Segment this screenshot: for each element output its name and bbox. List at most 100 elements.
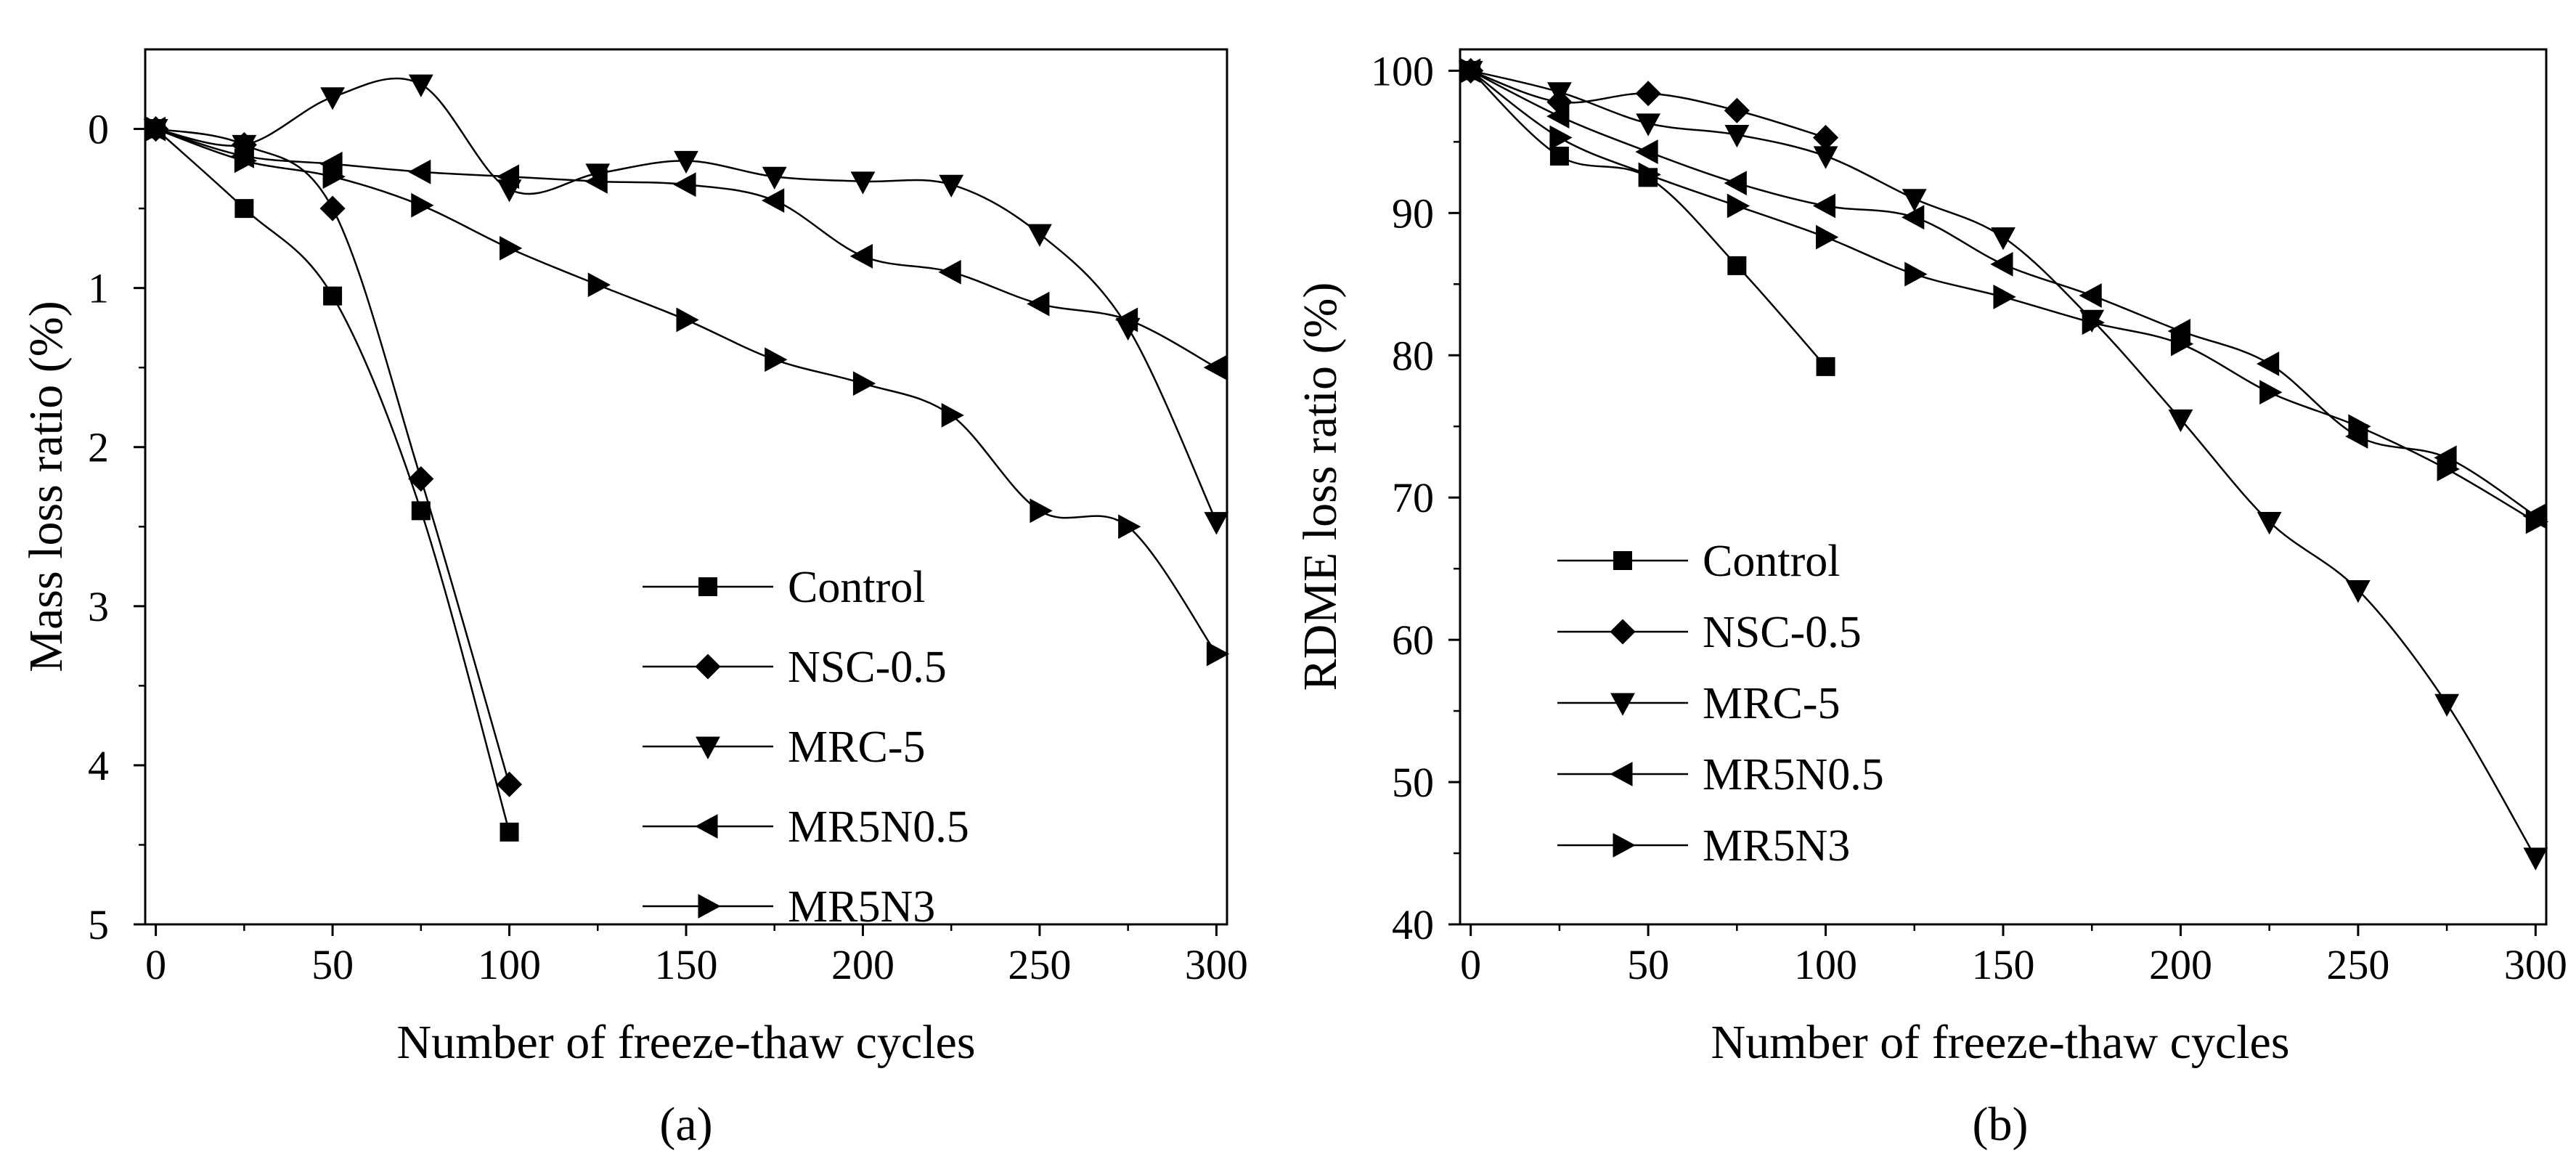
data-point-mr5n3: [322, 164, 346, 190]
series-mr5n0-5: [142, 116, 1226, 380]
y-tick-label: 4: [88, 742, 109, 789]
data-point-mrc-5: [232, 134, 257, 158]
data-point-mr5n3: [1727, 193, 1750, 219]
series-line-mrc-5: [1470, 70, 2537, 858]
x-tick-label: 50: [311, 941, 354, 988]
data-point-mrc-5: [2345, 580, 2371, 603]
data-point-mr5n3: [2437, 457, 2460, 481]
y-tick-label: 100: [1371, 47, 1434, 94]
legend-label-mr5n0-5: MR5N0.5: [788, 802, 969, 852]
data-point-mrc-5: [939, 174, 964, 198]
data-point-mrc-5: [762, 166, 787, 190]
data-point-mr5n0-5: [849, 243, 873, 269]
chart-panel-a: 0 50 100 150 200 250 300 0 1 2 3 4 5 Number of freeze…: [20, 48, 1248, 1151]
legend-label-nsc-0-5: NSC-0.5: [788, 643, 947, 692]
data-point-mrc-5: [674, 150, 698, 174]
data-point-mr5n0-5: [2079, 283, 2102, 308]
data-point-nsc-0-5: [319, 195, 346, 221]
series-mrc-5: [143, 74, 1229, 535]
data-point-mr5n3: [146, 116, 169, 142]
data-point-mr5n3: [1904, 261, 1928, 287]
x-tick-label: 300: [1185, 941, 1248, 988]
data-point-mrc-5: [1027, 224, 1052, 247]
legend-label-nsc-0-5: NSC-0.5: [1703, 608, 1862, 657]
y-tick-label: 0: [88, 106, 109, 153]
data-point-mrc-5: [1204, 512, 1229, 535]
data-point-control: [411, 501, 431, 521]
data-point-nsc-0-5: [408, 465, 434, 492]
data-point-mr5n0-5: [408, 159, 431, 184]
data-point-mr5n3: [1118, 514, 1141, 540]
data-point-mrc-5: [1991, 227, 2015, 251]
y-axis-label: RDME loss ratio (%): [1294, 282, 1347, 691]
data-point-nsc-0-5: [1813, 124, 1839, 151]
x-tick-label: 0: [1460, 941, 1481, 988]
data-point-mr5n3: [1993, 285, 2016, 309]
series-mr5n3: [146, 116, 1230, 667]
legend-marker-nsc-0-5: [695, 654, 721, 680]
data-point-mr5n0-5: [938, 259, 961, 285]
legend-marker-control: [698, 577, 717, 596]
data-point-mr5n3: [2348, 414, 2371, 439]
data-point-mr5n0-5: [2167, 319, 2190, 343]
series-line-control: [155, 128, 510, 833]
data-point-mr5n3: [1816, 224, 1839, 250]
y-tick-label: 50: [1392, 759, 1434, 806]
series-line-mr5n3: [155, 128, 1218, 655]
series-line-mrc-5: [155, 77, 1218, 523]
data-point-mr5n0-5: [1635, 139, 1658, 164]
x-tick-label: 150: [1972, 941, 2035, 988]
legend-label-mrc-5: MRC-5: [788, 723, 925, 772]
data-point-mr5n0-5: [2256, 351, 2280, 376]
x-tick-label: 100: [1794, 941, 1857, 988]
data-point-mr5n0-5: [1990, 251, 2013, 277]
y-axis-label: Mass loss ratio (%): [20, 301, 73, 672]
data-point-mr5n3: [1206, 641, 1230, 667]
legend-marker-nsc-0-5: [1610, 619, 1636, 645]
data-point-mr5n0-5: [1812, 193, 1836, 219]
legend-marker-mr5n0-5: [1610, 762, 1633, 786]
data-point-mrc-5: [1902, 189, 1927, 212]
data-point-mr5n3: [1030, 498, 1053, 524]
data-point-mr5n3: [2525, 509, 2549, 534]
y-tick-label: 2: [88, 424, 109, 471]
data-point-control: [1727, 256, 1747, 275]
data-point-mr5n3: [587, 272, 611, 298]
y-tick-label: 90: [1392, 190, 1434, 237]
panel-caption: (a): [659, 1098, 712, 1151]
legend-label-control: Control: [1703, 537, 1840, 586]
legend-label-mrc-5: MRC-5: [1703, 679, 1840, 728]
legend-label-mr5n0-5: MR5N0.5: [1703, 750, 1884, 799]
data-point-mrc-5: [2168, 409, 2193, 433]
legend: Control NSC-0.5 MRC-5 MR5N0.5 MR5N3: [643, 563, 969, 932]
data-point-mr5n0-5: [496, 164, 520, 190]
data-point-mrc-5: [1813, 146, 1838, 169]
data-point-mrc-5: [2257, 511, 2282, 535]
data-point-control: [1549, 146, 1569, 166]
data-point-control: [1816, 357, 1835, 376]
series-control: [146, 119, 519, 842]
data-point-mr5n0-5: [319, 151, 343, 176]
data-point-mr5n0-5: [1203, 355, 1226, 380]
y-tick-label: 40: [1392, 901, 1434, 948]
series-mrc-5: [1458, 60, 2548, 871]
legend: Control NSC-0.5 MRC-5 MR5N0.5 MR5N3: [1557, 537, 1884, 871]
data-point-mr5n3: [2082, 310, 2105, 335]
panel-caption: (b): [1973, 1098, 2029, 1151]
data-point-control: [235, 199, 254, 219]
plot-frame: [1459, 48, 2548, 926]
data-point-mr5n0-5: [1902, 205, 1925, 230]
data-point-mrc-5: [408, 74, 433, 97]
data-point-mrc-5: [2523, 847, 2548, 871]
data-point-mr5n3: [1638, 162, 1661, 187]
x-tick-label: 200: [2149, 941, 2212, 988]
data-point-mr5n3: [2170, 331, 2194, 357]
legend-marker-mrc-5: [1610, 693, 1635, 716]
series-nsc-0-5: [1458, 57, 1839, 151]
data-point-nsc-0-5: [496, 771, 523, 797]
data-point-mr5n3: [1461, 58, 1484, 84]
x-tick-label: 250: [1008, 941, 1071, 988]
data-point-mr5n0-5: [1027, 291, 1050, 317]
data-point-mr5n3: [1549, 125, 1573, 150]
